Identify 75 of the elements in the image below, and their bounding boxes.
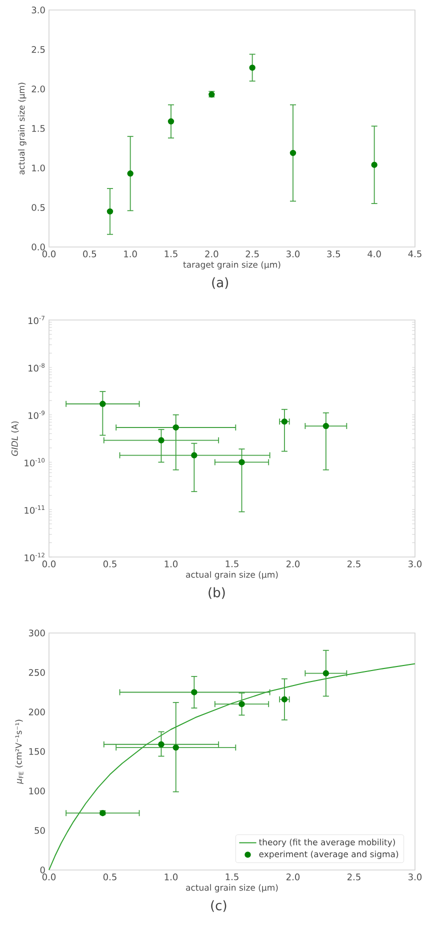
x-tick-label: 0.5 <box>103 874 116 880</box>
point <box>322 670 330 676</box>
y-axis-title: actual grain size (µm) <box>18 82 26 174</box>
x-tick-label: 1.0 <box>164 874 178 880</box>
x-tick-label: 2.0 <box>286 560 300 568</box>
x-tick-label: 1.5 <box>226 874 238 880</box>
x-tick-label: 2.5 <box>347 874 360 880</box>
x-tick-label: 1.0 <box>124 250 137 258</box>
x-tick-label: 0.0 <box>42 250 56 258</box>
text: (a) <box>212 277 228 289</box>
y-tick-label: 10$^{-10}$ <box>24 458 45 466</box>
point <box>158 437 164 444</box>
point <box>100 400 106 407</box>
x-axis-title: actual grain size (µm) <box>186 571 278 580</box>
y-tick-label: 0.0 <box>32 244 45 250</box>
legend-label: experiment (average and sigma) <box>259 850 398 859</box>
point <box>127 170 134 177</box>
y-tick-label: 200 <box>28 708 45 716</box>
point <box>172 424 179 431</box>
point <box>322 422 330 430</box>
y-tick-label: 100 <box>29 788 45 794</box>
point <box>191 689 198 696</box>
x-tick-label: 0.0 <box>42 874 56 880</box>
y-tick-label: 300 <box>28 630 45 636</box>
y-tick-label: 10$^{-8}$ <box>28 363 45 372</box>
x-tick-label: 0.5 <box>83 250 96 258</box>
y-tick-label: 0 <box>40 866 45 874</box>
y-tick-label: 1.0 <box>32 164 45 172</box>
y-axis-title: μ$_{FE}$ (cm²V⁻¹s⁻¹) <box>15 720 24 784</box>
y-tick-label: 1.5 <box>32 125 45 132</box>
point <box>172 744 179 751</box>
y-tick-label: 50 <box>34 827 45 834</box>
text: (c) <box>211 900 226 912</box>
x-tick-label: 1.5 <box>164 250 178 258</box>
point <box>371 162 378 168</box>
x-axis-title: taraget grain size (µm) <box>183 261 280 270</box>
x-tick-label: 2.0 <box>286 874 300 880</box>
x-tick-label: 0.0 <box>42 560 56 568</box>
point <box>168 118 174 124</box>
x-tick-label: 3.0 <box>286 250 300 258</box>
point <box>158 741 164 748</box>
x-tick-label: 3.5 <box>327 250 340 258</box>
x-tick-label: 3.0 <box>408 560 422 568</box>
y-axis-title: GIDL (A) <box>11 421 19 456</box>
point <box>281 696 288 702</box>
point <box>249 64 256 71</box>
text: (b) <box>208 587 225 599</box>
y-tick-label: 150 <box>29 748 45 755</box>
point <box>191 452 198 458</box>
x-tick-label: 4.5 <box>408 250 422 258</box>
x-axis-title: actual grain size (µm) <box>186 884 278 892</box>
x-tick-label: 3.0 <box>408 874 422 880</box>
y-tick-label: 10$^{-11}$ <box>24 505 44 514</box>
y-tick-label: 10$^{-7}$ <box>28 316 44 324</box>
x-tick-label: 1.0 <box>164 560 178 568</box>
y-tick-label: 2.0 <box>32 86 45 92</box>
y-tick-label: 10$^{-9}$ <box>28 410 45 420</box>
y-tick-label: 3.0 <box>32 6 45 14</box>
y-tick-label: 2.5 <box>32 46 45 53</box>
point <box>238 700 245 708</box>
y-tick-label: 250 <box>28 669 45 676</box>
y-tick-label: 10$^{-12}$ <box>24 552 44 562</box>
x-tick-label: 4.0 <box>368 250 381 258</box>
x-tick-label: 2.0 <box>205 250 218 258</box>
x-tick-label: 2.5 <box>246 250 259 258</box>
point <box>281 418 288 425</box>
y-tick-label: 0.5 <box>32 204 45 211</box>
legend-label: theory (fit the average mobility) <box>259 838 395 847</box>
x-tick-label: 2.5 <box>347 560 360 568</box>
point <box>238 459 245 466</box>
point <box>106 208 114 215</box>
x-tick-label: 1.5 <box>226 560 238 568</box>
x-tick-label: 0.5 <box>103 560 116 568</box>
line-series <box>48 663 416 870</box>
point <box>290 150 296 156</box>
